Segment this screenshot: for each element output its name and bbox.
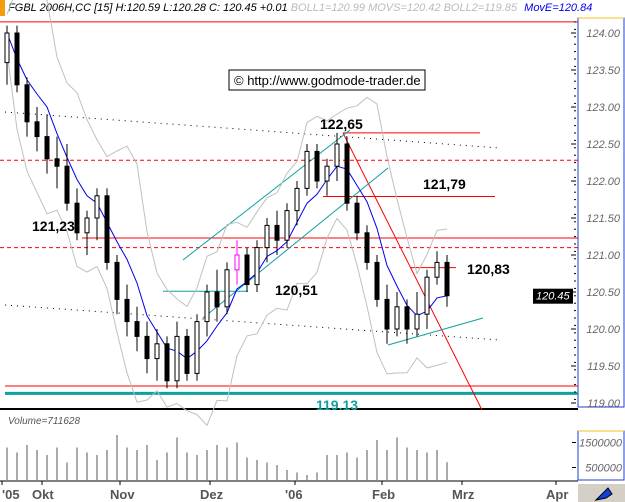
bollinger-lower-band bbox=[6, 51, 448, 427]
candle-down bbox=[104, 195, 110, 263]
candle-down bbox=[34, 121, 40, 138]
candle-up bbox=[94, 195, 100, 219]
price-tick-label: 123.50 bbox=[586, 65, 621, 77]
candle-up bbox=[254, 247, 260, 286]
candle-up bbox=[224, 269, 230, 308]
label-122-65: 122,65 bbox=[320, 116, 363, 132]
date-label: '06 bbox=[285, 487, 303, 502]
candle-down bbox=[244, 254, 250, 286]
candle-down bbox=[134, 321, 140, 337]
volume-label: Volume=711628 bbox=[8, 416, 80, 427]
candle-down bbox=[344, 143, 350, 204]
candle-down bbox=[214, 291, 220, 308]
candle-up bbox=[394, 306, 400, 330]
price-tick-label: 120.00 bbox=[586, 324, 621, 336]
label-121-79: 121,79 bbox=[423, 176, 466, 192]
candle-up bbox=[424, 276, 430, 315]
candle-up bbox=[294, 187, 300, 212]
volume-tick-label: 1500000 bbox=[579, 438, 623, 450]
symbol-info: FGBL 2006H,CC [15] H:120.59 L:120.28 C: … bbox=[8, 2, 288, 14]
candle-up bbox=[304, 150, 310, 189]
date-label: Okt bbox=[32, 487, 54, 502]
chart-header: FGBL 2006H,CC [15] H:120.59 L:120.28 C: … bbox=[0, 0, 625, 18]
candle-up bbox=[194, 321, 200, 374]
candle-up bbox=[334, 143, 340, 167]
candle-down bbox=[184, 335, 190, 374]
candle-down bbox=[384, 298, 390, 330]
candle-up bbox=[84, 217, 90, 234]
price-tick-label: 121.00 bbox=[586, 250, 621, 262]
candle-down bbox=[274, 224, 280, 241]
price-tick-label: 119.00 bbox=[587, 398, 621, 410]
label-120-83: 120,83 bbox=[467, 261, 510, 277]
label-119-13: 119.13 bbox=[316, 397, 358, 413]
candle-down bbox=[404, 306, 410, 330]
date-label: Apr bbox=[546, 487, 568, 502]
candle-down bbox=[74, 202, 80, 234]
candle-down bbox=[14, 32, 20, 86]
last-price-label: 120.45 bbox=[536, 291, 571, 303]
candle-down bbox=[64, 165, 70, 204]
downtrend-line bbox=[342, 132, 483, 411]
candle-down bbox=[374, 261, 380, 300]
candle-down bbox=[314, 150, 320, 182]
date-label: '05 bbox=[2, 487, 20, 502]
price-tick-label: 122.00 bbox=[586, 176, 621, 188]
copyright-text[interactable]: © http://www.godmode-trader.de bbox=[234, 73, 421, 88]
price-tick-label: 123.00 bbox=[586, 102, 621, 114]
candle-up bbox=[264, 224, 270, 249]
copyright-box bbox=[228, 69, 426, 91]
support-trend-line bbox=[387, 317, 484, 346]
price-tick-label: 119.50 bbox=[587, 361, 621, 373]
candle-down bbox=[354, 202, 360, 234]
candle-down bbox=[124, 298, 130, 323]
candle-up bbox=[4, 32, 10, 64]
last-price-marker bbox=[533, 288, 573, 304]
channel-upper-line bbox=[182, 129, 351, 261]
candle-down bbox=[54, 158, 60, 167]
date-label: Feb bbox=[372, 487, 395, 502]
candle-down bbox=[144, 335, 150, 360]
candle-up bbox=[324, 165, 330, 182]
label-121-23: 121,23 bbox=[32, 218, 75, 234]
candle-up bbox=[234, 254, 240, 271]
date-label: Nov bbox=[110, 487, 135, 502]
date-label: Mrz bbox=[452, 487, 475, 502]
moving-average-info: MovE=120.84 bbox=[524, 2, 593, 14]
header-marker bbox=[0, 0, 5, 16]
candle-up bbox=[174, 335, 180, 382]
price-tick-label: 122.50 bbox=[586, 139, 621, 151]
drawing-tool-button[interactable] bbox=[578, 484, 625, 502]
candle-up bbox=[204, 291, 210, 323]
candle-down bbox=[364, 232, 370, 263]
candle-down bbox=[164, 343, 170, 382]
date-label: Dez bbox=[200, 487, 224, 502]
price-tick-label: 121.50 bbox=[586, 213, 621, 225]
label-120-51: 120,51 bbox=[275, 282, 318, 298]
candle-down bbox=[444, 261, 450, 297]
candle-up bbox=[284, 210, 290, 241]
candle-up bbox=[414, 313, 420, 330]
candle-down bbox=[44, 136, 50, 160]
candle-down bbox=[114, 261, 120, 300]
volume-tick-label: 500000 bbox=[585, 463, 623, 475]
bollinger-info: BOLL1=120.99 MOVS=120.42 BOLL2=119.85 bbox=[290, 2, 518, 14]
candle-up bbox=[154, 343, 160, 360]
pen-icon bbox=[594, 487, 613, 501]
price-tick-label: 120.50 bbox=[586, 287, 621, 299]
dotted-resistance-line bbox=[4, 111, 501, 149]
candle-up bbox=[434, 261, 440, 278]
channel-lower-line bbox=[202, 167, 389, 319]
bollinger-upper-band bbox=[6, 0, 448, 308]
candle-down bbox=[24, 84, 30, 123]
price-tick-label: 124.00 bbox=[586, 28, 621, 40]
